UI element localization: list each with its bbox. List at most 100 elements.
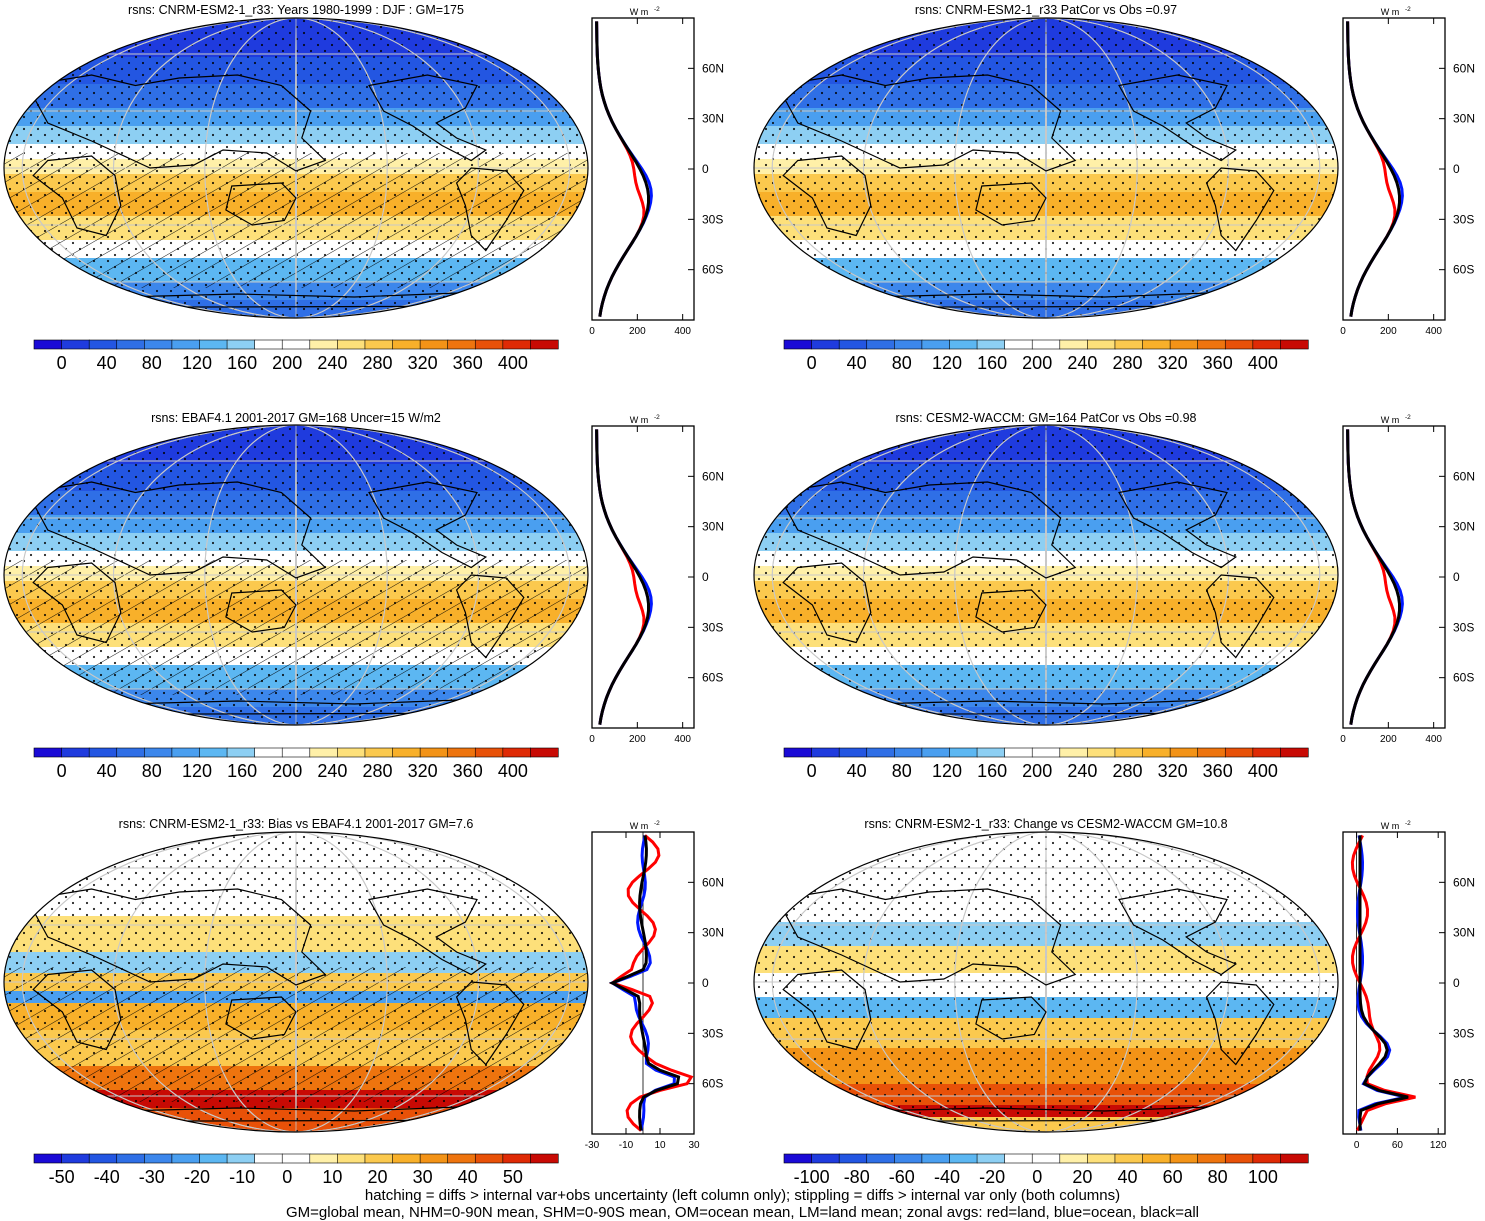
colorbar-swatch: [419, 1153, 449, 1164]
coastline: [1118, 888, 1238, 976]
panel-title: rsns: CNRM-ESM2-1_r33 PatCor vs Obs =0.9…: [915, 3, 1177, 17]
colorbar-swatch: [171, 339, 201, 350]
colorbar-swatch: [309, 339, 338, 350]
zonal-x-tick-label: 200: [629, 734, 646, 745]
colorbar-tick-label: -80: [844, 1167, 870, 1187]
graticule-meridian: [863, 425, 1229, 725]
colorbar: -100 -80 -60 -40 -20 0 20 40 60 80 100: [783, 1153, 1309, 1187]
coastline: [1205, 981, 1275, 1066]
coastline: [32, 562, 122, 644]
map-boundary: [3, 831, 589, 1133]
panel-title: rsns: EBAF4.1 2001-2017 GM=168 Uncer=15 …: [151, 411, 441, 425]
zonal-lat-label: 60S: [702, 1077, 723, 1091]
map-plot: [753, 831, 1339, 1133]
colorbar-tick-label: 240: [1067, 353, 1097, 373]
colorbar-tick-label: 200: [272, 761, 302, 781]
colorbar-swatch: [474, 1153, 504, 1164]
zonal-lat-label: 30N: [1453, 926, 1475, 940]
colorbar-tick-label: 200: [272, 353, 302, 373]
colorbar-swatch: [116, 1153, 145, 1164]
coastline: [26, 74, 327, 172]
panel-map-ebaf-obs: rsns: EBAF4.1 2001-2017 GM=168 Uncer=15 …: [3, 411, 724, 781]
colorbar-swatch: [281, 339, 311, 350]
colorbar-tick-label: -20: [184, 1167, 210, 1187]
coastline: [975, 182, 1047, 226]
zonal-x-tick-label: 200: [1380, 734, 1397, 745]
colorbar-swatch: [1169, 747, 1199, 758]
colorbar-tick-label: 360: [453, 353, 483, 373]
colorbar: 0 40 80 120 160 200 240 280 320 360 400: [783, 339, 1309, 373]
zonal-lat-label: 30S: [702, 1026, 723, 1040]
zonal-all-line: [1346, 21, 1401, 317]
colorbar-swatch: [226, 747, 256, 758]
colorbar-swatch: [116, 339, 145, 350]
graticule-meridian: [863, 832, 1229, 1132]
zonal-lat-label: 60S: [1453, 263, 1474, 277]
panel-title: rsns: CESM2-WACCM: GM=164 PatCor vs Obs …: [895, 411, 1196, 425]
zonal-x-tick-label: 0: [1340, 326, 1346, 337]
colorbar-tick-label: 240: [1067, 761, 1097, 781]
colorbar-swatch: [502, 747, 532, 758]
map-plot: [3, 424, 589, 726]
colorbar-swatch: [1031, 1153, 1061, 1164]
colorbar-swatch: [921, 339, 951, 350]
colorbar-tick-label: -100: [794, 1167, 830, 1187]
graticule-meridian: [1045, 425, 1047, 725]
colorbar-tick-label: 40: [458, 1167, 478, 1187]
coastline: [776, 888, 1077, 986]
map-boundary: [3, 17, 589, 319]
zonal-lat-label: 60S: [1453, 1077, 1474, 1091]
colorbar-swatch: [1059, 339, 1088, 350]
zonal-mean-plot: W m -2 0 200 400 60N 30N 0 30S 60S: [589, 414, 724, 745]
graticule-meridian: [954, 425, 1138, 725]
zonal-lat-label: 60N: [702, 469, 724, 483]
zonal-mean-plot: W m -2 0 60 120 60N 30N 0 30S 60S: [1342, 820, 1475, 1151]
colorbar-tick-label: 60: [1163, 1167, 1183, 1187]
colorbar-swatch: [199, 1153, 228, 1164]
colorbar-tick-label: 40: [97, 353, 117, 373]
zonal-mean-plot: W m -2 0 200 400 60N 30N 0 30S 60S: [1340, 414, 1475, 745]
colorbar-tick-label: 320: [1158, 761, 1188, 781]
colorbar-swatch: [866, 747, 895, 758]
colorbar-swatch: [419, 747, 449, 758]
zonal-x-tick-label: 120: [1430, 1140, 1447, 1151]
zonal-lat-label: 30S: [1453, 1026, 1474, 1040]
colorbar-swatch: [530, 1153, 559, 1164]
colorbar-swatch: [783, 747, 813, 758]
graticule-meridian: [1045, 832, 1047, 1132]
graticule-meridian: [771, 18, 1321, 318]
colorbar-swatch: [309, 747, 338, 758]
coastline: [975, 996, 1047, 1040]
colorbar-swatch: [1142, 1153, 1171, 1164]
colorbar-swatch: [866, 1153, 895, 1164]
colorbar-swatch: [392, 1153, 421, 1164]
coastline: [455, 574, 525, 659]
colorbar-swatch: [811, 1153, 840, 1164]
colorbar-tick-label: 40: [847, 353, 867, 373]
zonal-unit-exponent: -2: [654, 6, 660, 13]
zonal-unit-exponent: -2: [654, 820, 660, 827]
zonal-all-line: [1346, 429, 1401, 725]
colorbar-tick-label: 200: [1022, 353, 1052, 373]
colorbar-swatch: [894, 1153, 923, 1164]
map-plot: [3, 831, 589, 1133]
graticule-meridian: [954, 18, 1138, 318]
colorbar-swatch: [474, 747, 504, 758]
colorbar-swatch: [949, 1153, 978, 1164]
coastline: [455, 167, 525, 252]
coastline: [32, 155, 122, 237]
graticule-meridian: [295, 832, 297, 1132]
zonal-lat-label: 0: [702, 976, 709, 990]
colorbar-tick-label: 0: [807, 353, 817, 373]
zonal-unit-label: W m: [1381, 7, 1400, 17]
zonal-lat-label: 30N: [1453, 112, 1475, 126]
zonal-lat-label: 60N: [1453, 469, 1475, 483]
zonal-x-tick-label: 0: [1340, 734, 1346, 745]
panel-title: rsns: CNRM-ESM2-1_r33: Years 1980-1999 :…: [128, 3, 464, 17]
colorbar-swatch: [811, 747, 840, 758]
colorbar-tick-label: -40: [94, 1167, 120, 1187]
colorbar-swatch: [976, 747, 1006, 758]
coastline: [455, 981, 525, 1066]
colorbar-swatch: [1031, 747, 1061, 758]
